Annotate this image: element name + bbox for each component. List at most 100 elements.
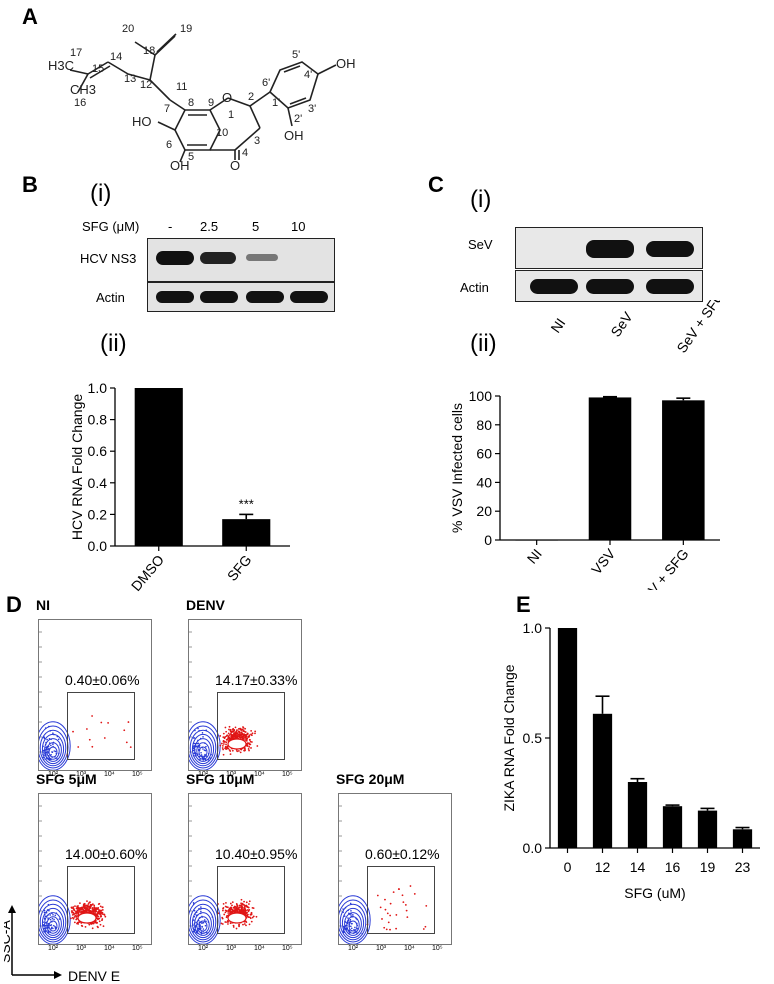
- x-tick-label: VSV: [588, 545, 619, 577]
- event-dot: [83, 903, 85, 906]
- event-dot: [48, 758, 51, 761]
- negative-population: [189, 895, 221, 944]
- event-dot: [244, 907, 246, 910]
- event-dot: [75, 918, 78, 921]
- x-tick-label: 10²: [48, 945, 59, 952]
- bar: [222, 519, 271, 546]
- event-dot: [75, 912, 78, 915]
- y-tick-label: 100: [469, 388, 493, 404]
- event-dot: [47, 914, 49, 916]
- event-dot: [249, 917, 252, 920]
- event-dot: [209, 757, 212, 759]
- panel-c-sub-ii: (ii): [470, 330, 497, 357]
- atom-label: 10: [216, 127, 228, 139]
- event-dot: [238, 904, 241, 907]
- density-contour: [44, 912, 62, 936]
- event-dot: [74, 905, 76, 908]
- flow-plot: 10.40±0.95%: [188, 793, 302, 945]
- negative-population: [39, 895, 71, 944]
- positive-population: [66, 715, 132, 756]
- event-dot: [248, 745, 251, 748]
- event-dot: [205, 755, 208, 757]
- event-dot: [350, 913, 352, 915]
- event-dot: [57, 738, 60, 741]
- event-dot: [70, 910, 73, 912]
- arrow-up-icon: [8, 905, 16, 913]
- event-dot: [72, 908, 75, 910]
- blot-row-label-sev: SeV: [468, 237, 493, 252]
- x-tick-label: 10⁴: [254, 771, 265, 778]
- x-tick-label: 19: [700, 859, 716, 875]
- blot-band: [290, 291, 328, 303]
- atom-label: 14: [110, 51, 122, 63]
- event-dot: [97, 915, 100, 918]
- event-dot: [86, 906, 88, 909]
- gate-percentage: 10.40±0.95%: [215, 846, 298, 862]
- event-dot: [350, 915, 352, 917]
- y-tick-label: 20: [476, 503, 492, 519]
- event-dot: [349, 920, 352, 923]
- event-dot: [247, 910, 250, 913]
- event-dot: [50, 927, 53, 930]
- blot-band: [646, 241, 694, 257]
- event-dot: [83, 909, 85, 912]
- event-dot: [228, 725, 231, 728]
- negative-population: [39, 721, 71, 770]
- event-dot: [43, 737, 46, 740]
- atom-label: 16: [74, 97, 86, 109]
- event-dot: [353, 928, 355, 931]
- event-dot: [45, 741, 47, 744]
- event-dot: [246, 915, 249, 918]
- event-dot: [198, 755, 201, 758]
- event-dot: [74, 912, 77, 915]
- flow-plot-canvas: [39, 631, 132, 770]
- blot-strip-sev: [515, 227, 703, 269]
- event-dot: [197, 927, 200, 930]
- density-contour: [39, 729, 67, 767]
- event-dot: [236, 750, 239, 753]
- event-dot: [385, 928, 388, 931]
- gate-box: [67, 692, 135, 760]
- event-dot: [238, 925, 240, 928]
- event-dot: [225, 743, 227, 746]
- event-dot: [244, 731, 247, 733]
- event-dot: [79, 907, 82, 910]
- event-dot: [198, 729, 200, 732]
- event-dot: [101, 919, 103, 922]
- event-dot: [70, 907, 73, 909]
- event-dot: [232, 734, 235, 737]
- event-dot: [192, 901, 195, 904]
- event-dot: [235, 736, 238, 738]
- event-dot: [125, 741, 128, 744]
- event-dot: [343, 928, 346, 930]
- event-dot: [91, 927, 94, 930]
- event-dot: [352, 932, 355, 934]
- event-dot: [91, 904, 93, 906]
- x-tick-label: 10²: [348, 945, 359, 952]
- event-dot: [101, 913, 104, 916]
- event-dot: [376, 894, 379, 897]
- event-dot: [46, 757, 48, 760]
- event-dot: [220, 742, 223, 745]
- event-dot: [88, 901, 91, 904]
- density-contour: [339, 895, 371, 944]
- event-dot: [52, 743, 54, 746]
- event-dot: [97, 926, 99, 929]
- chart-b-ii: 0.0 0.2 0.4 0.6 0.8 1.0 DMSO *** SFG HCV RNA Fold…: [69, 380, 290, 594]
- event-dot: [49, 914, 52, 916]
- event-dot: [77, 912, 80, 915]
- event-dot: [100, 909, 103, 912]
- event-dot: [48, 909, 50, 912]
- event-dot: [233, 905, 236, 908]
- event-dot: [196, 742, 198, 745]
- event-dot: [99, 913, 102, 916]
- event-dot: [227, 912, 230, 914]
- event-dot: [348, 930, 350, 932]
- event-dot: [235, 902, 238, 905]
- event-dot: [193, 915, 196, 918]
- event-dot: [95, 907, 98, 909]
- event-dot: [238, 733, 241, 736]
- event-dot: [346, 924, 348, 927]
- event-dot: [250, 733, 252, 736]
- blot-c-lane-labels: NI SeV SeV + SFG: [547, 300, 720, 356]
